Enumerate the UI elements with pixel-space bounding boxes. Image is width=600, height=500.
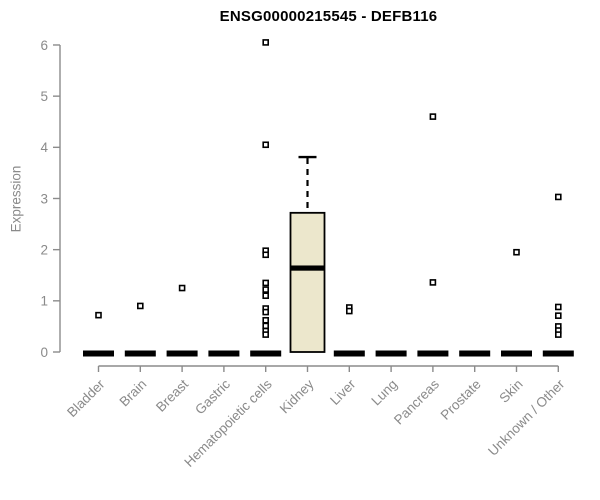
x-tick-label: Gastric [192,376,233,417]
outlier-point [95,311,102,319]
x-tick-label: Skin [496,377,525,406]
y-tick-label: 6 [40,38,48,53]
collapsed-boxplot-bar [166,350,198,357]
median-line [290,265,325,271]
y-tick-label: 4 [40,140,48,155]
outlier-point [262,251,270,259]
x-tick-label: Liver [327,376,359,408]
y-tick-label: 0 [40,345,48,360]
collapsed-boxplot-bar [501,350,532,357]
outlier-point [262,141,270,149]
outlier-point [429,279,437,286]
x-tick-label: Lung [368,377,400,409]
x-tick-label: Brain [117,377,150,410]
collapsed-boxplot-bar [542,350,574,357]
collapsed-boxplot-bar [83,350,114,357]
x-tick-label: Kidney [277,376,317,416]
outlier-point [554,303,562,311]
outlier-point [554,331,562,338]
y-tick-label: 3 [40,191,48,206]
outlier-point [262,286,270,293]
outlier-point [262,279,270,287]
outlier-point [513,248,520,256]
outlier-point [262,308,270,316]
collapsed-boxplot-bar [208,350,240,357]
y-tick-label: 1 [40,294,48,309]
y-tick-label: 5 [40,89,48,104]
outlier-point [554,193,562,201]
box [289,211,326,353]
x-tick-label: Breast [153,376,191,414]
x-tick-label: Pancreas [391,376,442,427]
outlier-point [345,307,353,315]
collapsed-boxplot-bar [124,350,156,357]
y-tick-label: 2 [40,242,48,257]
collapsed-boxplot-bar [417,350,449,357]
x-tick-label: Bladder [64,376,108,420]
chart-title: ENSG00000215545 - DEFB116 [219,8,438,25]
outlier-point [262,39,270,46]
outlier-point [178,284,186,292]
outlier-point [429,113,437,120]
outlier-point [262,292,270,300]
outlier-point [554,312,562,319]
outlier-point [137,302,144,310]
outlier-point [262,322,270,330]
outlier-point [262,331,270,338]
x-tick-label: Prostate [438,377,484,423]
collapsed-boxplot-bar [250,350,282,357]
x-tick-label: Unknown / Other [485,376,568,459]
collapsed-boxplot-bar [333,350,365,357]
collapsed-boxplot-bar [375,350,407,357]
collapsed-boxplot-bar [459,350,491,357]
outlier-point [262,316,270,324]
